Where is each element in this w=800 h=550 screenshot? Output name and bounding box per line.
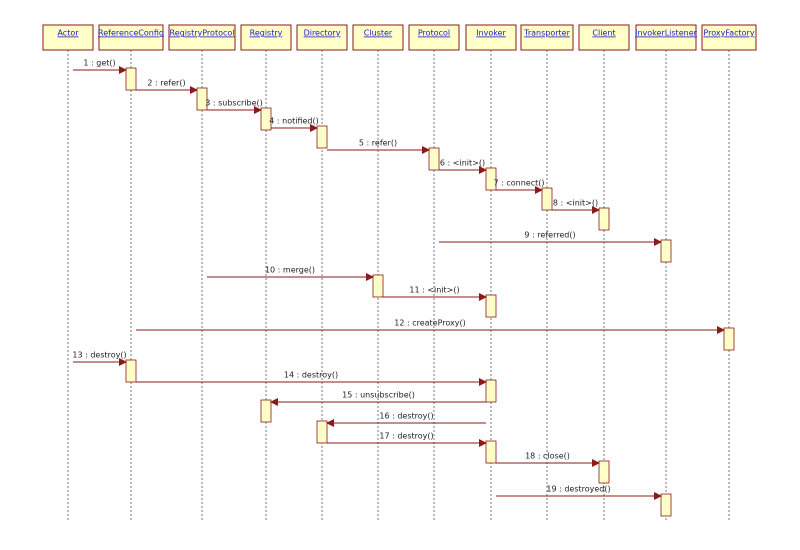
message-label: 4 : notified() (269, 117, 318, 126)
activation (316, 420, 328, 444)
activation (260, 107, 272, 131)
message-label: 3 : subscribe() (205, 99, 263, 108)
participant-box (635, 24, 697, 51)
message-label: 10 : merge() (265, 266, 315, 275)
participant-label: Protocol (418, 29, 450, 38)
participant-label: Cluster (364, 29, 393, 38)
participant-label: InvokerListener (635, 29, 698, 38)
message-label: 5 : refer() (359, 139, 397, 148)
message-label: 17 : destroy() (379, 432, 433, 441)
activation (485, 440, 497, 464)
participant-label: Directory (304, 29, 341, 38)
message-label: 13 : destroy() (72, 351, 126, 360)
activation (428, 147, 440, 171)
message-label: 2 : refer() (147, 79, 185, 88)
participant-label: ReferenceConfig (98, 29, 164, 38)
activation (598, 207, 610, 231)
activation (660, 493, 672, 517)
message-label: 19 : destroyed() (546, 485, 610, 494)
activation (660, 239, 672, 263)
message-label: 16 : destroy() (379, 412, 433, 421)
activation (260, 399, 272, 423)
participant-label: RegistryProtocol (170, 29, 235, 38)
activation (723, 327, 735, 351)
participant-box (168, 24, 236, 51)
participant-label: Client (592, 29, 615, 38)
message-label: 14 : destroy() (284, 371, 338, 380)
participant-label: Invoker (476, 29, 506, 38)
activation (316, 125, 328, 149)
activation (125, 67, 137, 91)
activation (485, 294, 497, 318)
activation (598, 460, 610, 484)
participant-box (465, 24, 517, 51)
activation (485, 167, 497, 191)
participant-box (578, 24, 630, 51)
activation (196, 87, 208, 111)
message-label: 9 : referred() (524, 231, 575, 240)
message-label: 18 : close() (525, 452, 570, 461)
participant-box (240, 24, 292, 51)
participant-box (520, 24, 574, 51)
participant-box (42, 24, 94, 51)
activation (372, 274, 384, 298)
participant-box (98, 24, 164, 51)
message-label: 15 : unsubscribe() (342, 391, 415, 400)
message-label: 12 : createProxy() (394, 319, 466, 328)
message-label: 1 : get() (83, 59, 115, 68)
message-label: 6 : <init>() (440, 159, 485, 168)
participant-label: Actor (57, 29, 79, 38)
participant-box (296, 24, 348, 51)
participant-box (408, 24, 460, 51)
participant-label: ProxyFactory (703, 29, 754, 38)
message-label: 11 : <init>() (409, 286, 459, 295)
participant-label: Registry (250, 29, 283, 38)
message-label: 7 : connect() (493, 179, 544, 188)
participant-box (701, 24, 757, 51)
activation (125, 359, 137, 383)
activation (485, 379, 497, 403)
participant-label: Transporter (523, 29, 570, 38)
activation (541, 187, 553, 211)
message-label: 8 : <init>() (553, 199, 598, 208)
participant-box (352, 24, 404, 51)
